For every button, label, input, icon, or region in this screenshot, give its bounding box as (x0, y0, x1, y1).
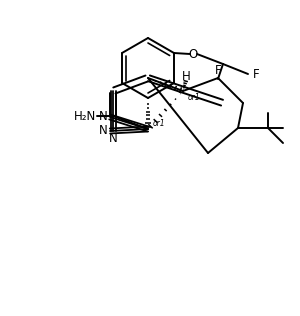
Text: N: N (99, 125, 107, 137)
Text: F: F (253, 68, 259, 81)
Text: or1: or1 (188, 94, 201, 102)
Text: H₂N: H₂N (74, 110, 96, 123)
Text: O: O (188, 47, 198, 60)
Text: H: H (182, 70, 190, 82)
Text: N: N (99, 110, 107, 123)
Text: F: F (215, 64, 221, 77)
Text: or1: or1 (153, 119, 166, 129)
Text: N: N (109, 132, 117, 145)
